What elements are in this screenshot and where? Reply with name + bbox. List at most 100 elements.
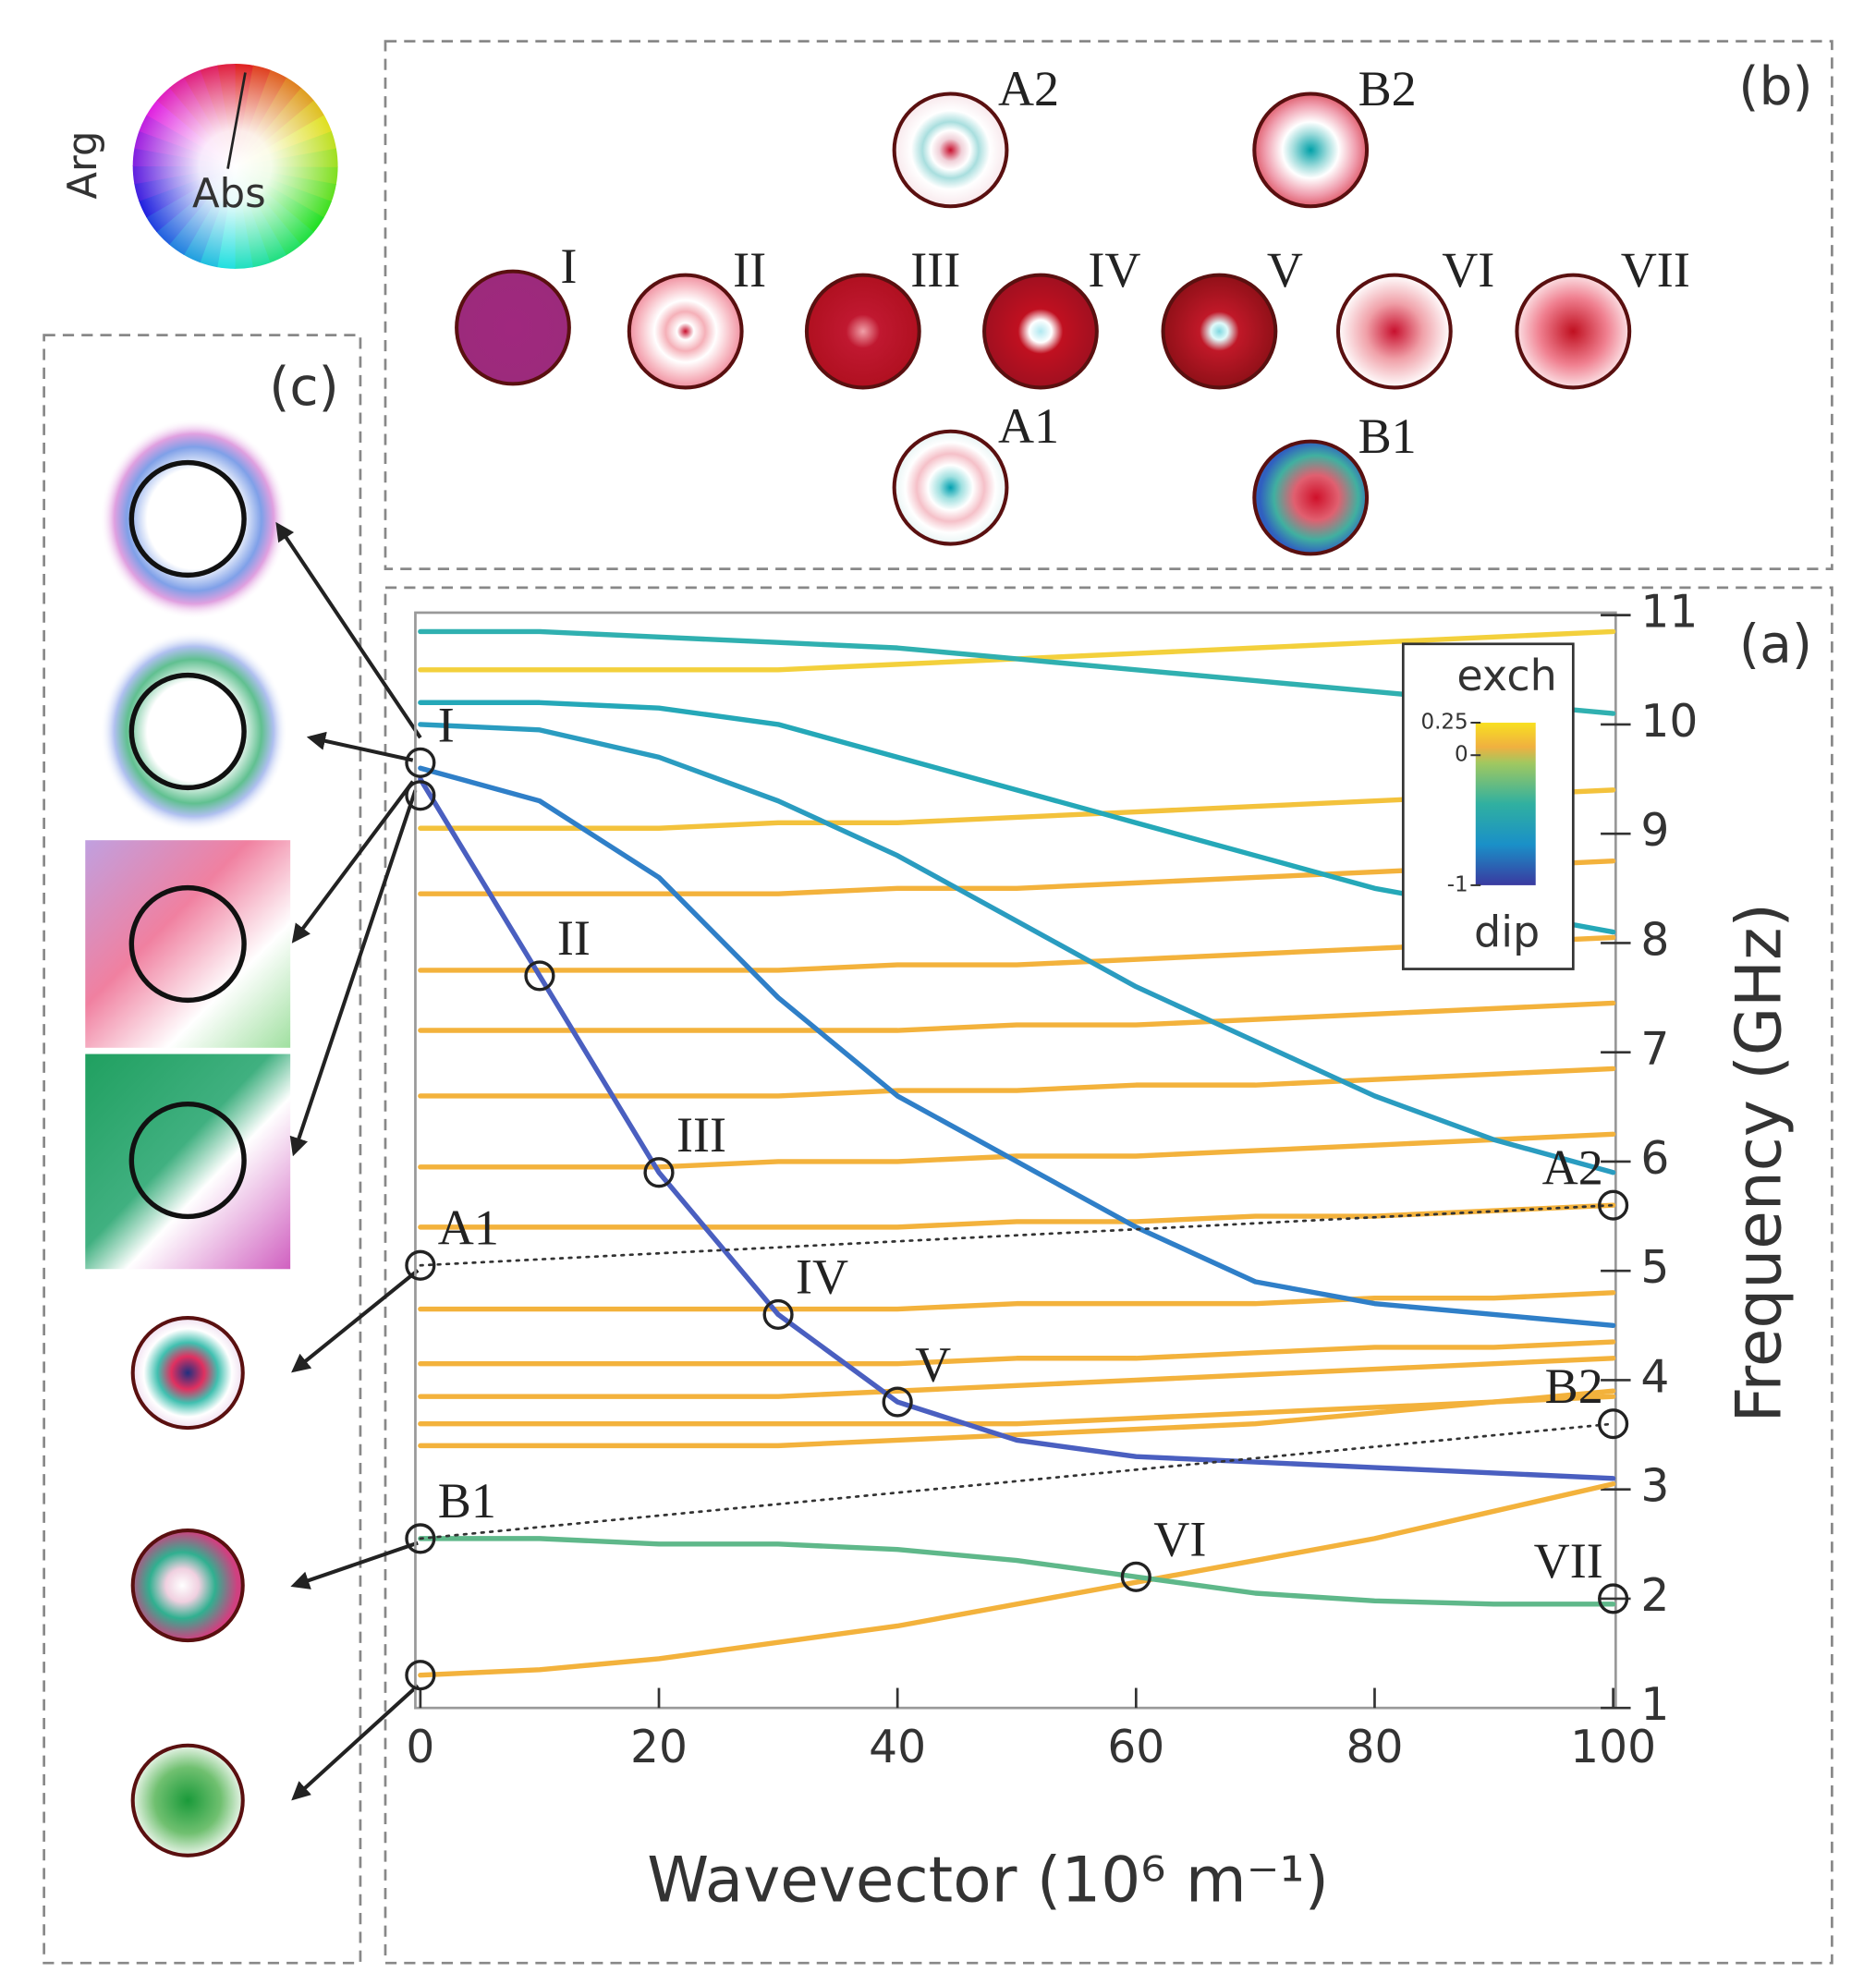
mode-image — [1252, 439, 1370, 556]
dotted-line — [419, 1422, 1614, 1541]
x-tick-label: 80 — [1346, 1722, 1403, 1773]
y-axis-label: Frequency (GHz) — [1723, 903, 1796, 1422]
wheel-arg: Arg — [60, 131, 106, 200]
mode-marker — [524, 960, 555, 992]
dispersion-curve — [418, 1394, 1616, 1427]
mode-image — [100, 631, 288, 832]
x-tick-label: 40 — [869, 1722, 926, 1773]
mode-label: B2 — [1358, 61, 1417, 116]
arrow — [306, 731, 414, 762]
y-tick-label: 5 — [1640, 1242, 1669, 1294]
mode-label: B1 — [438, 1473, 496, 1528]
mode-marker — [1598, 1583, 1629, 1614]
dotted-line — [419, 1203, 1614, 1267]
dispersion-curve — [418, 1290, 1616, 1312]
dispersion-curve — [418, 1131, 1616, 1170]
mode-label: IV — [1088, 242, 1140, 298]
panel-c-images — [85, 419, 291, 1857]
mode-image — [100, 419, 288, 619]
mode-label: B2 — [1545, 1358, 1603, 1414]
arrows — [275, 521, 422, 1801]
wheel-white — [132, 64, 338, 269]
y-tick-label: 11 — [1640, 587, 1698, 639]
panel-b-label: (b) — [1738, 56, 1812, 117]
mode-label: III — [676, 1107, 726, 1163]
mode-image — [804, 273, 921, 390]
panel-a-label: (a) — [1739, 614, 1812, 675]
mode-marker — [1120, 1561, 1151, 1592]
y-tick-label: 2 — [1640, 1570, 1669, 1622]
mode-marker — [643, 1157, 675, 1188]
arrow — [291, 1684, 420, 1801]
mode-ring — [128, 672, 247, 791]
mode-image — [892, 429, 1009, 546]
mode-marker — [405, 1249, 436, 1281]
x-axis-label: Wavevector (10⁶ m⁻¹) — [647, 1843, 1329, 1916]
mode-image — [85, 1053, 291, 1270]
x-tick-label: 60 — [1107, 1722, 1164, 1773]
mode-marker — [405, 780, 436, 811]
dispersion-curve — [418, 1481, 1616, 1678]
y-tick-label: 1 — [1640, 1679, 1669, 1731]
mode-image — [892, 91, 1009, 209]
mode-label: II — [733, 242, 766, 298]
mode-image — [130, 1316, 245, 1431]
mode-image — [1161, 273, 1278, 390]
y-tick-label: 3 — [1640, 1461, 1669, 1513]
dispersion-curve — [418, 776, 1616, 1481]
arrow — [275, 521, 422, 739]
arrow — [291, 1269, 420, 1373]
mode-label: II — [557, 910, 591, 966]
colorbar-tick-label: -1 — [1447, 872, 1468, 896]
dispersion-curve — [418, 765, 1616, 1328]
mode-marker — [405, 1523, 436, 1554]
wheel-pointer — [226, 72, 247, 169]
mode-label: A1 — [998, 398, 1059, 454]
dispersion-curve — [418, 1202, 1616, 1230]
mode-label: VII — [1621, 242, 1690, 298]
mode-image — [1335, 273, 1453, 390]
mode-marker — [762, 1298, 794, 1331]
wheel-abs: Abs — [192, 171, 266, 217]
mode-image — [130, 1743, 245, 1857]
mode-image — [982, 273, 1099, 390]
mode-label: I — [438, 698, 455, 753]
x-tick-label: 20 — [630, 1722, 688, 1773]
mode-label: A2 — [1542, 1139, 1603, 1195]
y-tick-label: 9 — [1640, 805, 1669, 857]
panel-c-label: (c) — [269, 357, 339, 418]
mode-label: V — [1267, 242, 1303, 298]
mode-label: V — [915, 1336, 951, 1392]
mode-ring — [128, 884, 247, 1004]
mode-image — [455, 269, 571, 386]
mode-marker — [1598, 1408, 1629, 1440]
arrow — [289, 789, 418, 1157]
mode-label: A1 — [438, 1200, 499, 1255]
dispersion-curve — [418, 722, 1616, 1175]
panel-c-frame — [43, 334, 362, 1965]
mode-image — [1252, 91, 1370, 209]
mode-image — [130, 1528, 245, 1643]
mode-image — [627, 273, 744, 390]
dispersion-curve — [418, 1066, 1616, 1099]
colorbar-ticks: -1 0 0.25 — [1420, 711, 1481, 896]
x-tick-label: 100 — [1570, 1722, 1656, 1773]
colorbar-bottom: dip — [1474, 907, 1540, 957]
mode-label: VII — [1534, 1533, 1603, 1589]
dispersion-curve — [418, 1356, 1616, 1399]
dispersion-curve — [418, 1339, 1616, 1367]
colorbar-tick-label: 0 — [1455, 743, 1468, 767]
mode-label: IV — [796, 1249, 848, 1305]
mode-label: VI — [1442, 242, 1494, 298]
mode-ring — [128, 1101, 247, 1220]
x-tick-label: 0 — [406, 1722, 434, 1773]
mode-marker — [405, 747, 436, 778]
y-tick-label: 8 — [1640, 914, 1669, 966]
mode-label: VI — [1153, 1512, 1206, 1567]
dispersion-curve — [418, 1388, 1616, 1449]
y-tick-label: 7 — [1640, 1024, 1669, 1076]
colorbar-top: exch — [1456, 651, 1556, 700]
